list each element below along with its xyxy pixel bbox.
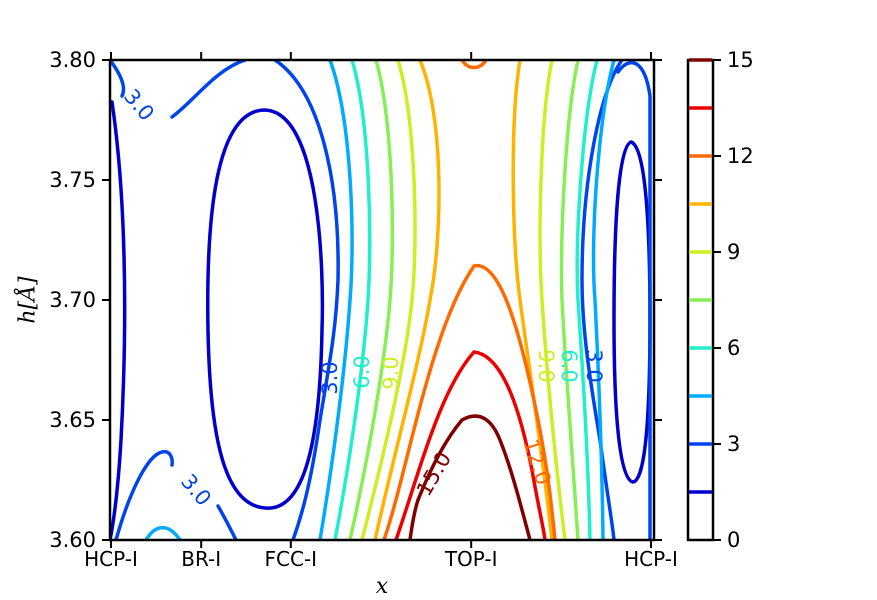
contour-line-3.0-top-mid	[170, 60, 247, 119]
colorbar-level-lines	[689, 58, 712, 494]
contour-label-6-right: 6.0	[557, 349, 581, 382]
contour-line-10.5-right	[511, 60, 554, 540]
contour-line-3.0-bottom-branch	[216, 504, 238, 540]
colorbar-tick-label: 12	[727, 144, 754, 168]
contour-line-10.5-left	[373, 60, 441, 540]
contour-line-12.0-arch	[382, 264, 557, 540]
x-axis: HCP-I BR-I FCC-I TOP-I HCP-I	[84, 52, 678, 571]
contour-label-left-valley: 3.0	[318, 361, 342, 394]
contour-line-6.0-right	[575, 60, 599, 540]
contour-label-bottom-left: 3.0	[176, 469, 216, 510]
contour-line-1.5-loop-right	[612, 140, 652, 484]
contour-label-6-left: 6.0	[350, 355, 374, 388]
contour-line-9.0-right	[538, 60, 567, 540]
contour-line-3.0-top-left	[110, 60, 126, 98]
y-tick-label: 3.75	[49, 168, 96, 192]
y-tick-label: 3.60	[49, 528, 96, 552]
contour-line-3.0-left-valley	[273, 60, 340, 540]
contour-line-15.0-tail	[408, 498, 420, 540]
contour-line-3.0-right-loop	[616, 60, 652, 540]
contour-label-9-left: 9.0	[379, 356, 403, 389]
colorbar-ticks: 0 3 6 9 12 15	[713, 48, 754, 552]
contour-line-4.5-right	[591, 60, 616, 540]
x-tick-label: BR-I	[181, 547, 221, 571]
contour-line-13.5-arch	[394, 350, 547, 540]
contour-line-4.5-corner	[144, 525, 182, 540]
y-axis: 3.60 3.65 3.70 3.75 3.80	[49, 48, 662, 552]
colorbar-tick-label: 9	[727, 240, 740, 264]
y-tick-label: 3.65	[49, 408, 96, 432]
contour-line-9.0-left	[360, 60, 417, 540]
x-tick-label: TOP-I	[444, 547, 498, 571]
contour-label-12-right: 12.0	[518, 436, 555, 488]
contour-lines	[110, 60, 652, 540]
contour-line-7.5-right	[559, 60, 580, 540]
contour-labels: 3.0 3.0 3.0 6.0 9.0 15.0 12.0 9.0 6.0 3.…	[119, 84, 606, 510]
x-tick-label: FCC-I	[265, 547, 318, 571]
colorbar-tick-label: 6	[727, 336, 740, 360]
contour-label-3-right: 3.0	[582, 349, 606, 382]
contour-line-12.0-top-cap	[460, 60, 488, 70]
colorbar-tick-label: 3	[727, 432, 740, 456]
y-tick-label: 3.80	[49, 48, 96, 72]
contour-line-3.0-right-valley	[580, 60, 624, 540]
x-axis-label: x	[376, 574, 389, 599]
contour-line-15.0-arch	[416, 414, 532, 540]
colorbar-tick-label: 15	[727, 48, 754, 72]
contour-line-3.0-bottom-left	[114, 449, 174, 540]
colorbar: 0 3 6 9 12 15	[686, 48, 754, 552]
x-tick-label: HCP-I	[624, 547, 678, 571]
x-tick-label: HCP-I	[84, 547, 138, 571]
contour-line-1.5-loop-left	[206, 108, 325, 510]
y-tick-label: 3.70	[49, 288, 96, 312]
contour-label-9-right: 9.0	[534, 349, 558, 382]
contour-line-7.5-left	[348, 60, 395, 540]
contour-line-1.5-left-edge	[110, 100, 127, 540]
contour-line-4.5-left	[318, 60, 354, 540]
colorbar-tick-label: 0	[727, 528, 740, 552]
y-axis-label: h[Å]	[13, 276, 41, 324]
contour-line-6.0-left	[333, 60, 372, 540]
